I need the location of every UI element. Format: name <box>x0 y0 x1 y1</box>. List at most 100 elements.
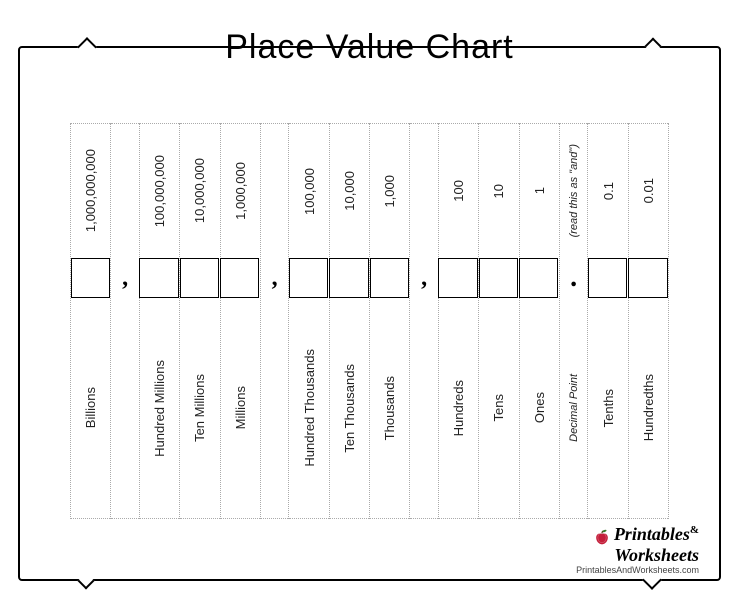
column-label-area <box>111 298 139 519</box>
digit-input-box[interactable] <box>289 258 328 298</box>
brand-logo: Printables& Worksheets PrintablesAndWork… <box>576 525 699 575</box>
place-value-column: 1 Ones <box>520 123 560 519</box>
place-value-label: Millions <box>233 386 248 429</box>
comma-separator-icon: , <box>421 265 427 292</box>
place-value-chart: 1,000,000,000 Billions, 100,000,000 Hundred… <box>70 123 669 519</box>
digit-cell <box>71 258 110 298</box>
logo-ampersand: & <box>690 524 699 536</box>
digit-cell <box>629 258 668 298</box>
place-value-column: 10,000 Ten Thousands <box>330 123 370 519</box>
place-value-label: Tenths <box>601 389 616 427</box>
place-value-number: 0.01 <box>641 178 656 203</box>
place-value-number: 1 <box>532 187 547 194</box>
place-value-label: Ones <box>532 392 547 423</box>
digit-input-box[interactable] <box>139 258 178 298</box>
logo-text-1: Printables <box>614 524 690 544</box>
column-value-area: 100,000 <box>289 123 328 258</box>
column-value-area: 1 <box>520 123 559 258</box>
column-label-area <box>261 298 289 519</box>
column-value-area: 10 <box>479 123 518 258</box>
column-label-area: Ten Thousands <box>330 298 369 519</box>
place-value-column: 0.01 Hundredths <box>629 123 669 519</box>
column-label-area: Hundred Thousands <box>289 298 328 519</box>
column-value-area: 0.1 <box>588 123 627 258</box>
column-value-area: 10,000,000 <box>180 123 219 258</box>
place-value-column: 10,000,000 Ten Millions <box>180 123 220 519</box>
digit-input-box[interactable] <box>329 258 368 298</box>
digit-input-box[interactable] <box>71 258 110 298</box>
place-value-number: 10 <box>491 184 506 198</box>
place-value-column: 1,000,000 Millions <box>221 123 261 519</box>
column-label-area: Thousands <box>370 298 409 519</box>
place-value-number: 1,000,000,000 <box>83 149 98 232</box>
digit-cell <box>520 258 559 298</box>
digit-cell <box>330 258 369 298</box>
column-label-area: Ten Millions <box>180 298 219 519</box>
column-value-area: 1,000,000,000 <box>71 123 110 258</box>
separator-cell: , <box>410 258 438 298</box>
place-value-number: 0.1 <box>601 182 616 200</box>
column-label-area: Hundred Millions <box>140 298 179 519</box>
digit-cell <box>439 258 478 298</box>
column-value-area: 1,000 <box>370 123 409 258</box>
digit-input-box[interactable] <box>588 258 627 298</box>
column-label-area: Ones <box>520 298 559 519</box>
place-value-column: 1,000,000,000 Billions <box>70 123 111 519</box>
digit-input-box[interactable] <box>519 258 558 298</box>
digit-cell <box>221 258 260 298</box>
place-value-label: Hundreds <box>451 380 466 436</box>
digit-input-box[interactable] <box>479 258 518 298</box>
digit-cell <box>180 258 219 298</box>
place-value-label: Hundred Millions <box>152 360 167 457</box>
separator-column: , <box>111 123 140 519</box>
place-value-column: 100,000,000 Hundred Millions <box>140 123 180 519</box>
place-value-column: 0.1 Tenths <box>588 123 628 519</box>
column-value-area: 100 <box>439 123 478 258</box>
digit-input-box[interactable] <box>438 258 477 298</box>
column-value-area <box>111 123 139 258</box>
column-label-area: Billions <box>71 298 110 519</box>
place-value-number: 1,000,000 <box>233 162 248 220</box>
column-label-area: Decimal Point <box>560 298 588 519</box>
place-value-column: 100,000 Hundred Thousands <box>289 123 329 519</box>
comma-separator-icon: , <box>272 265 278 292</box>
separator-cell: . <box>560 258 588 298</box>
column-label-area: Tens <box>479 298 518 519</box>
place-value-label: Decimal Point <box>568 374 580 442</box>
place-value-label: Hundredths <box>641 374 656 441</box>
column-value-area: 10,000 <box>330 123 369 258</box>
comma-separator-icon: , <box>122 265 128 292</box>
digit-cell <box>588 258 627 298</box>
column-label-area: Hundredths <box>629 298 668 519</box>
place-value-number: (read this as "and") <box>568 144 580 237</box>
digit-cell <box>289 258 328 298</box>
digit-input-box[interactable] <box>628 258 667 298</box>
place-value-number: 10,000 <box>342 171 357 211</box>
digit-cell <box>479 258 518 298</box>
column-label-area <box>410 298 438 519</box>
place-value-label: Hundred Thousands <box>302 349 317 467</box>
digit-input-box[interactable] <box>180 258 219 298</box>
place-value-label: Ten Millions <box>192 374 207 442</box>
column-value-area: 0.01 <box>629 123 668 258</box>
column-value-area: 100,000,000 <box>140 123 179 258</box>
column-label-area: Millions <box>221 298 260 519</box>
separator-column: , <box>261 123 290 519</box>
logo-text-2: Worksheets <box>614 545 699 565</box>
place-value-number: 1,000 <box>382 175 397 208</box>
column-value-area: (read this as "and") <box>560 123 588 258</box>
place-value-number: 100 <box>451 180 466 202</box>
column-label-area: Tenths <box>588 298 627 519</box>
place-value-label: Thousands <box>382 376 397 440</box>
separator-column: (read this as "and"). Decimal Point <box>560 123 589 519</box>
digit-cell <box>140 258 179 298</box>
place-value-number: 100,000,000 <box>152 155 167 227</box>
digit-input-box[interactable] <box>370 258 409 298</box>
place-value-label: Billions <box>83 387 98 428</box>
place-value-column: 10 Tens <box>479 123 519 519</box>
digit-input-box[interactable] <box>220 258 259 298</box>
place-value-label: Tens <box>491 394 506 421</box>
column-label-area: Hundreds <box>439 298 478 519</box>
separator-cell: , <box>261 258 289 298</box>
separator-column: , <box>410 123 439 519</box>
